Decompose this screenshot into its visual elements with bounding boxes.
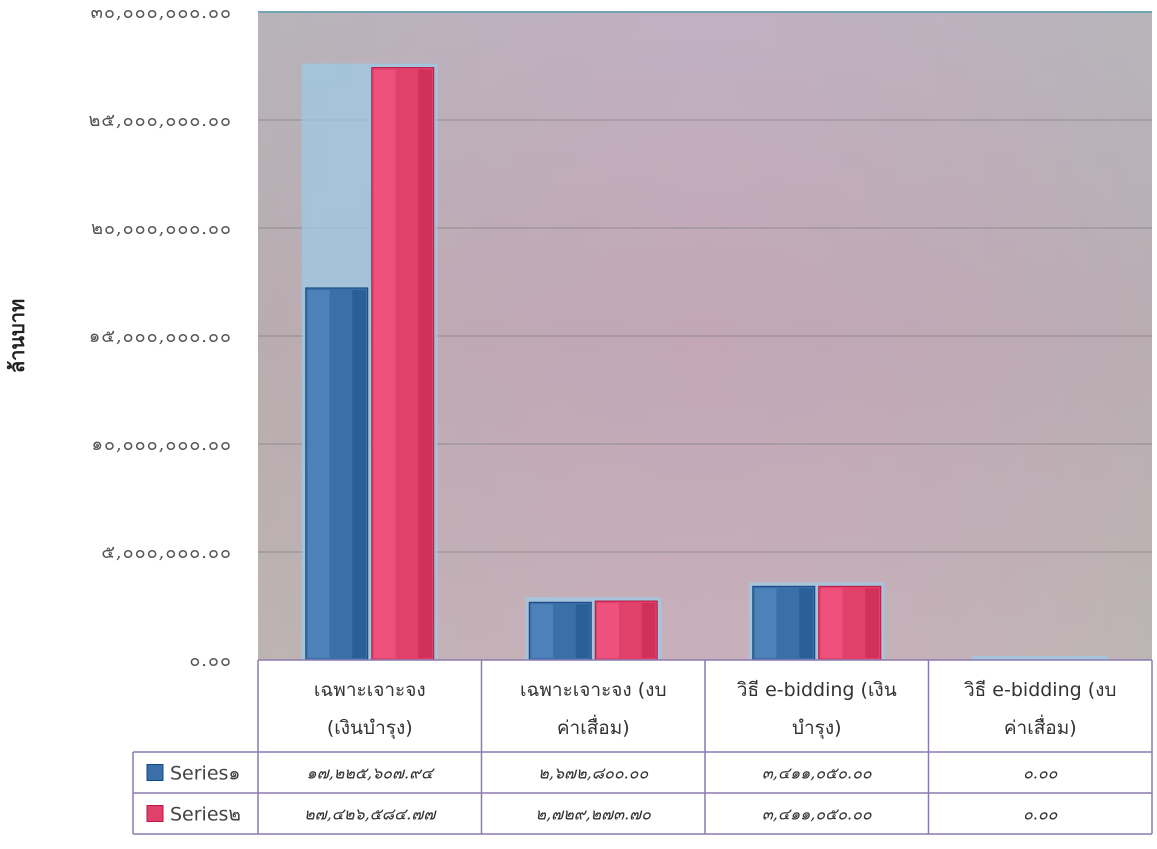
bar-highlight <box>820 588 843 658</box>
y-tick-label: ๒๕,๐๐๐,๐๐๐.๐๐ <box>88 110 232 131</box>
bar-highlight <box>597 603 619 658</box>
bar-shade <box>799 588 813 658</box>
category-label: (เงินบำรุง) <box>327 717 413 740</box>
y-tick-label: ๐.๐๐ <box>189 650 232 671</box>
legend-label: Series๑ <box>170 763 241 785</box>
bar-shade <box>641 603 656 658</box>
y-tick-label: ๑๐,๐๐๐,๐๐๐.๐๐ <box>92 434 232 455</box>
table-cell-value: ๐.๐๐ <box>1023 805 1059 824</box>
bar-shade <box>418 69 432 659</box>
legend-swatch <box>146 805 164 822</box>
category-label: บำรุง) <box>792 717 842 740</box>
category-label: เฉพาะเจาะจง (งบ <box>520 679 667 701</box>
bar-Series๑ <box>528 601 592 661</box>
legend-label: Series๒ <box>170 804 241 826</box>
table-cell-value: ๓,๔๑๑,๐๕๐.๐๐ <box>762 764 873 783</box>
bar-Series๒ <box>818 585 882 661</box>
category-label: เฉพาะเจาะจง <box>314 679 426 701</box>
bar-Series๑ <box>305 287 369 661</box>
bar-shade <box>575 604 590 658</box>
y-tick-label: ๑๕,๐๐๐,๐๐๐.๐๐ <box>89 326 232 347</box>
y-tick-label: ๓๐,๐๐๐,๐๐๐.๐๐ <box>91 2 232 23</box>
table-cell-value: ๑๗,๒๒๕,๖๐๗.๙๔ <box>307 764 435 783</box>
y-tick-label: ๒๐,๐๐๐,๐๐๐.๐๐ <box>91 218 232 239</box>
table-cell-value: ๒,๖๗๒,๘๐๐.๐๐ <box>538 764 649 783</box>
y-axis-label: ล้านบาท <box>5 299 29 373</box>
bar-highlight <box>373 69 396 659</box>
table-cell-value: ๒,๗๒๙,๒๗๓.๗๐ <box>536 805 653 824</box>
bar-shade <box>352 289 366 658</box>
category-label: วิธี e-bidding (งบ <box>964 679 1117 701</box>
table-cell-value: ๓,๔๑๑,๐๕๐.๐๐ <box>762 805 873 824</box>
bar-highlight <box>754 588 777 658</box>
category-label: วิธี e-bidding (เงิน <box>736 679 896 701</box>
y-tick-label: ๕,๐๐๐,๐๐๐.๐๐ <box>101 542 232 563</box>
bar-Series๑ <box>752 585 816 661</box>
bar-Series๒ <box>594 600 658 661</box>
bar-group-glow <box>972 656 1109 660</box>
table-cell-value: ๐.๐๐ <box>1023 764 1059 783</box>
bar-shade <box>865 588 879 658</box>
legend-swatch <box>146 764 164 781</box>
category-label: ค่าเสื่อม) <box>1004 714 1077 739</box>
bar-highlight <box>531 604 553 658</box>
table-cell-value: ๒๗,๔๒๖,๕๘๔.๗๗ <box>304 805 437 824</box>
bar-highlight <box>307 289 330 658</box>
category-label: ค่าเสื่อม) <box>557 714 630 739</box>
